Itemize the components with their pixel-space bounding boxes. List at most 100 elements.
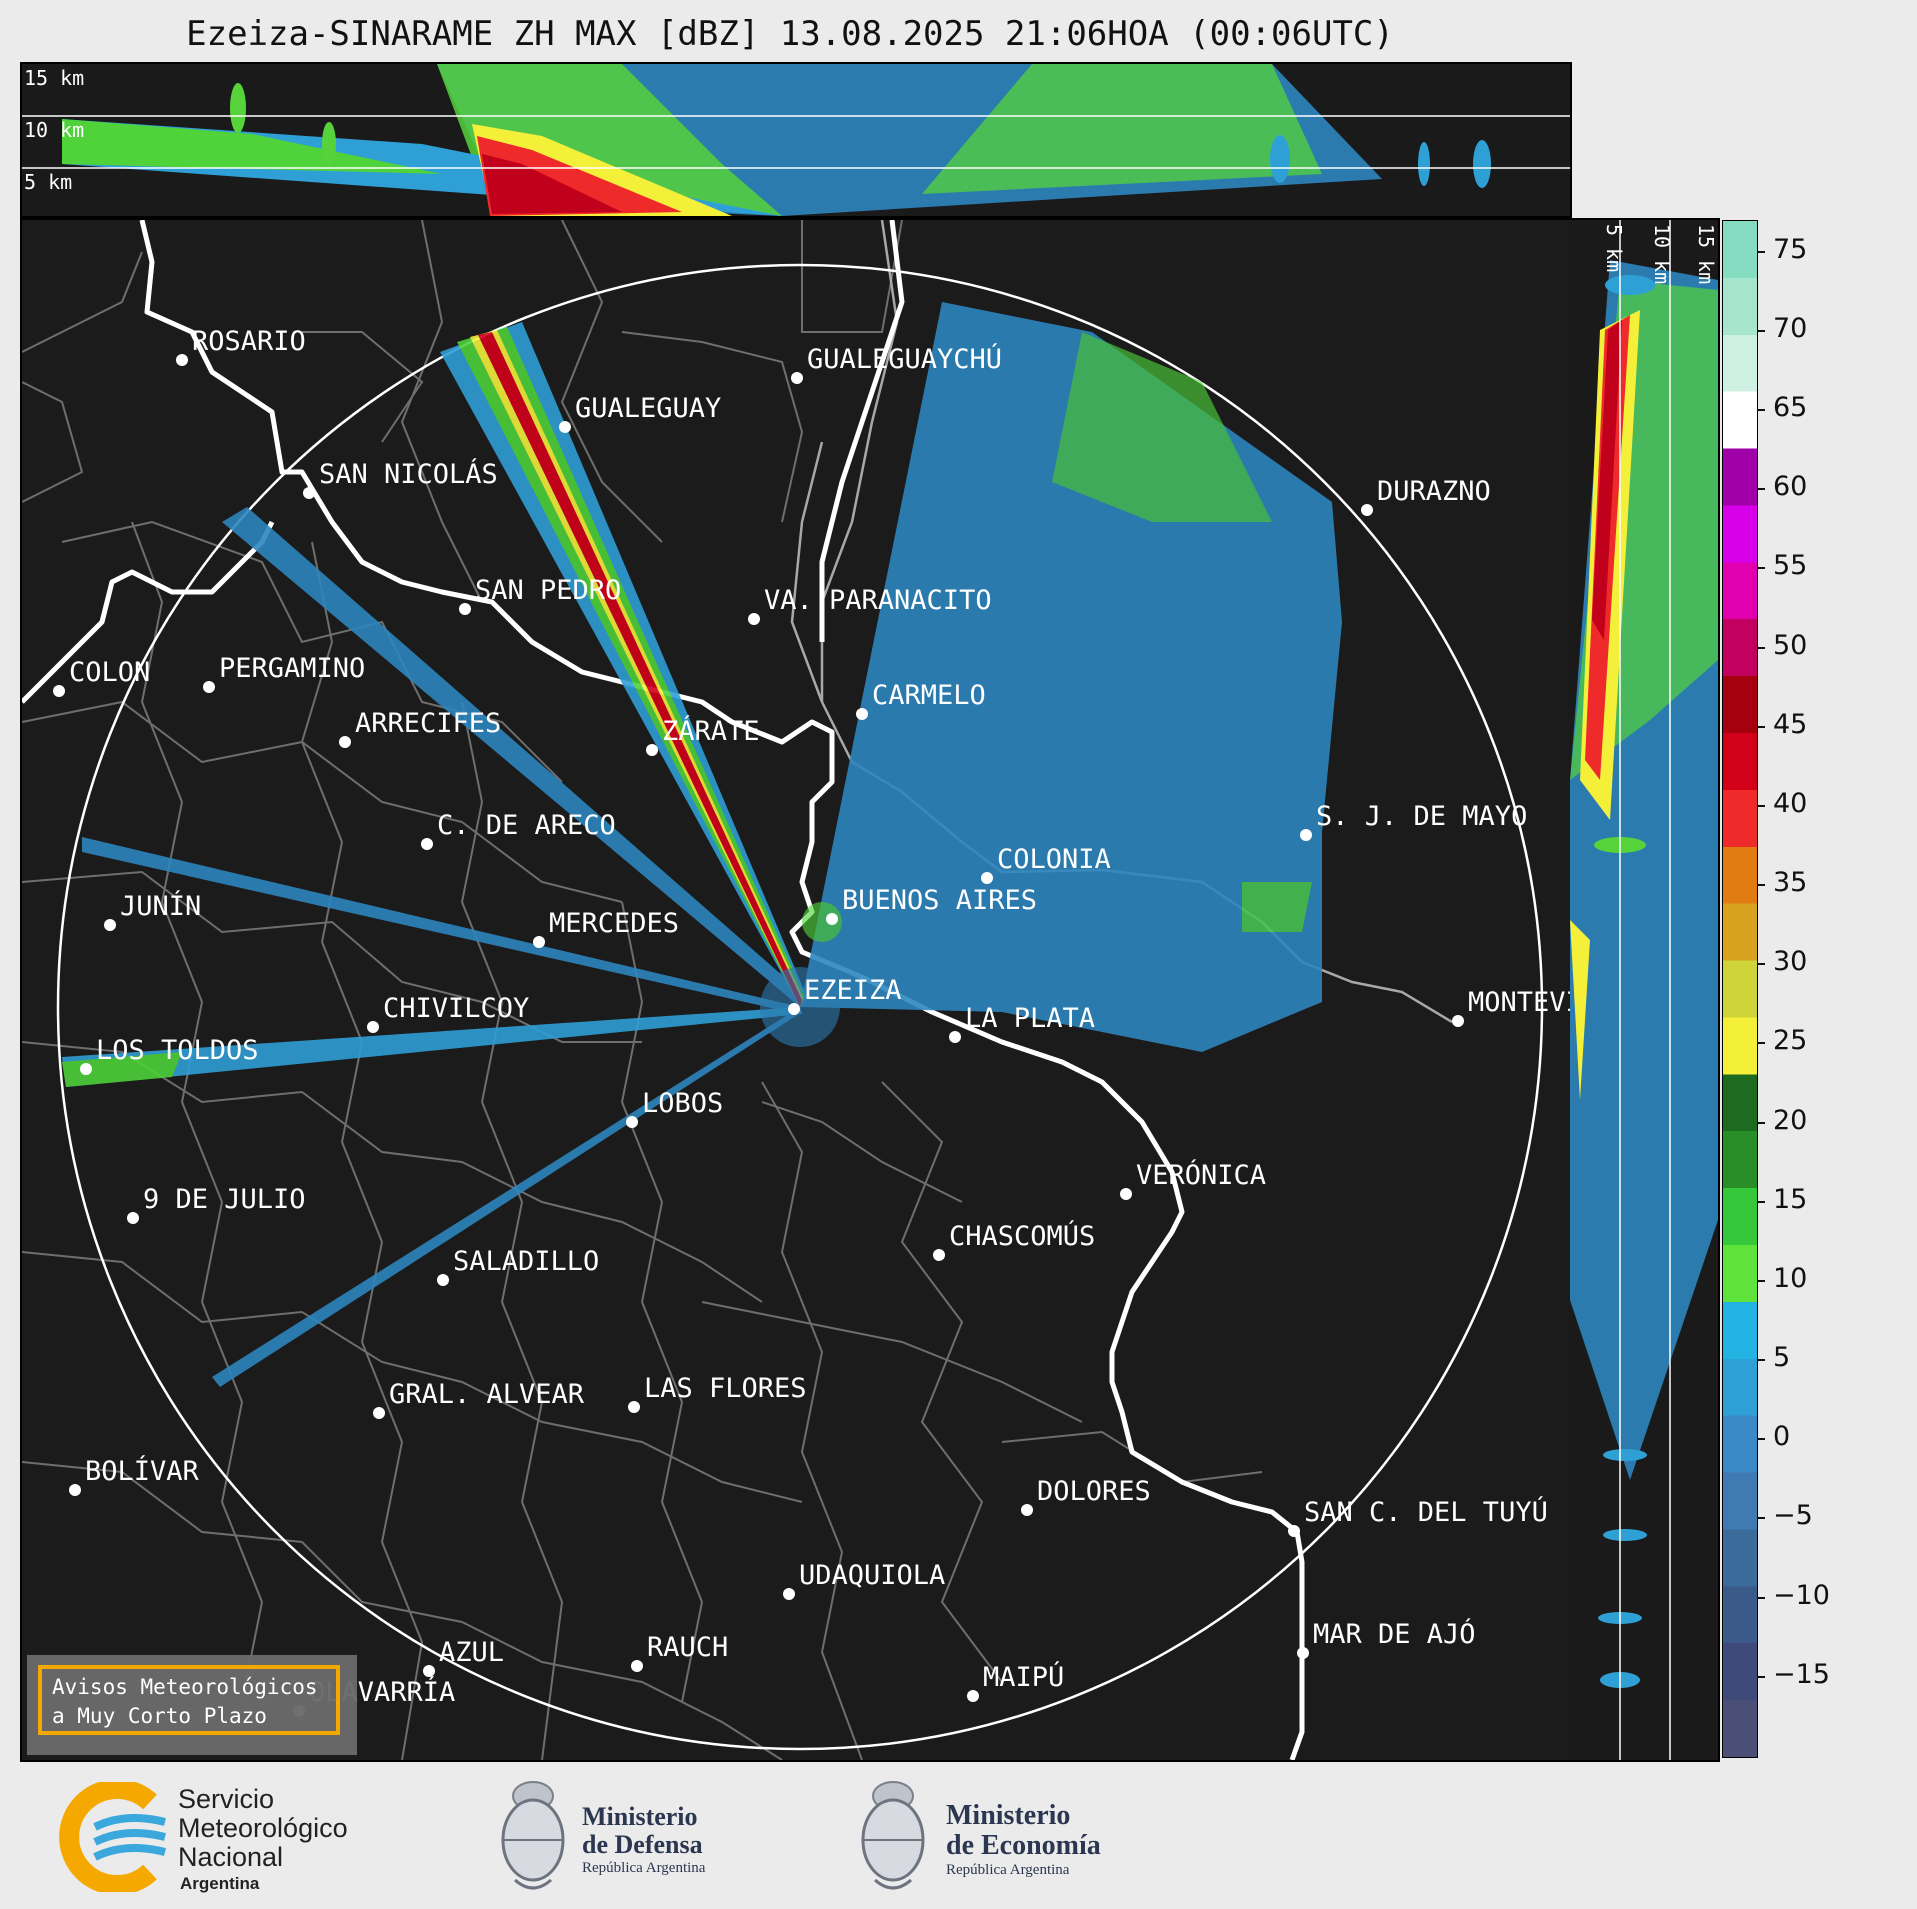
city-label: CHASCOMÚS: [949, 1220, 1095, 1252]
city-label: LA PLATA: [965, 1003, 1095, 1034]
city-label: LOBOS: [642, 1088, 723, 1119]
colorbar-tick-label: 30: [1773, 946, 1808, 978]
city-marker: [127, 1212, 139, 1224]
colorbar-tick-label: 20: [1773, 1104, 1808, 1136]
city-label: S. J. DE MAYO: [1316, 801, 1527, 832]
city-label: ZÁRATE: [662, 715, 760, 747]
city-label: LOS TOLDOS: [96, 1035, 259, 1066]
city-marker: [628, 1401, 640, 1413]
city-label: ARRECIFES: [355, 708, 501, 739]
city-label: CARMELO: [872, 680, 986, 711]
city-marker: [626, 1116, 638, 1128]
city-label: GUALEGUAYCHÚ: [807, 343, 1002, 375]
city-marker: [783, 1588, 795, 1600]
smn-logo: [55, 1779, 175, 1895]
colorbar-tick-label: −15: [1773, 1658, 1830, 1690]
defensa-line2: de Defensa: [582, 1830, 703, 1859]
city-marker: [69, 1484, 81, 1496]
city-marker: [1297, 1647, 1309, 1659]
smn-line3: Nacional: [178, 1842, 284, 1872]
page-title: Ezeiza-SINARAME ZH MAX [dBZ] 13.08.2025 …: [186, 14, 1394, 54]
economia-shield-icon: [855, 1772, 931, 1896]
city-marker: [339, 736, 351, 748]
colorbar-tick-label: 75: [1773, 233, 1808, 265]
top-profile-label-15km: 15 km: [24, 66, 85, 90]
city-marker: [981, 872, 993, 884]
city-label: EZEIZA: [804, 975, 902, 1006]
side-vertical-profile: 5 km 10 km 15 km: [1570, 218, 1720, 1762]
city-marker: [1120, 1188, 1132, 1200]
city-marker: [367, 1021, 379, 1033]
city-marker: [373, 1407, 385, 1419]
city-label: DURAZNO: [1377, 476, 1491, 507]
city-label: COLON: [69, 657, 150, 688]
city-label: VERÓNICA: [1136, 1159, 1266, 1191]
city-marker: [826, 913, 838, 925]
city-label: SAN C. DEL TUYÚ: [1304, 1496, 1548, 1528]
colorbar-tick-label: 15: [1773, 1183, 1808, 1215]
city-marker: [933, 1249, 945, 1261]
smn-line1: Servicio: [178, 1784, 275, 1814]
city-label: CHIVILCOY: [383, 993, 529, 1024]
defensa-line1: Ministerio: [582, 1802, 698, 1831]
colorbar-tick-label: 10: [1773, 1262, 1808, 1294]
city-marker: [459, 603, 471, 615]
city-label: JUNÍN: [120, 890, 201, 922]
city-marker: [646, 744, 658, 756]
city-label: UDAQUIOLA: [799, 1560, 945, 1591]
city-label: MERCEDES: [549, 908, 679, 939]
colorbar-tick-label: 65: [1773, 392, 1808, 424]
city-label: SAN PEDRO: [475, 575, 621, 606]
colorbar-tick-label: 55: [1773, 550, 1808, 582]
notice-box: Avisos Meteorológicos a Muy Corto Plazo: [38, 1665, 340, 1735]
colorbar-tick-label: 25: [1773, 1025, 1808, 1057]
colorbar-tick-label: 35: [1773, 867, 1808, 899]
city-label: DOLORES: [1037, 1476, 1151, 1507]
city-label: MAR DE AJÓ: [1313, 1618, 1476, 1650]
colorbar-tick-label: 40: [1773, 787, 1808, 819]
city-marker: [53, 685, 65, 697]
city-label: PERGAMINO: [219, 653, 365, 684]
top-vertical-profile: 15 km 10 km 5 km: [20, 62, 1572, 218]
side-profile-label-5km: 5 km: [1602, 224, 1626, 273]
colorbar-tick-label: 0: [1773, 1421, 1791, 1453]
smn-line2: Meteorológico: [178, 1813, 348, 1843]
city-marker: [748, 613, 760, 625]
city-marker: [631, 1660, 643, 1672]
city-marker: [203, 681, 215, 693]
city-label: BUENOS AIRES: [842, 885, 1037, 916]
city-label: AZUL: [439, 1637, 504, 1668]
city-label: MONTEVIDEO: [1468, 987, 1570, 1018]
top-profile-label-5km: 5 km: [24, 170, 73, 194]
economia-line3: República Argentina: [946, 1862, 1070, 1878]
notice-line2: a Muy Corto Plazo: [52, 1704, 267, 1728]
colorbar-tick-label: 70: [1773, 312, 1808, 344]
city-marker: [421, 838, 433, 850]
city-marker: [104, 919, 116, 931]
city-label: BOLÍVAR: [85, 1455, 200, 1487]
colorbar-tick-label: 50: [1773, 629, 1808, 661]
economia-line1: Ministerio: [946, 1800, 1071, 1831]
colorbar-tick-label: −10: [1773, 1579, 1830, 1611]
colorbar-tick-label: 60: [1773, 471, 1808, 503]
city-marker: [533, 936, 545, 948]
city-marker: [949, 1031, 961, 1043]
side-profile-label-10km: 10 km: [1650, 224, 1674, 285]
notice-backdrop: [27, 1655, 357, 1755]
reflectivity-colorbar: [1722, 220, 1758, 1758]
city-label: GUALEGUAY: [575, 393, 721, 424]
city-markers: ROSARIO GUALEGUAYCHÚ GUALEGUAY SAN NICOLÁS D…: [53, 326, 1570, 1717]
city-marker: [1452, 1015, 1464, 1027]
colorbar-tick-label: 45: [1773, 708, 1808, 740]
city-label: RAUCH: [647, 1632, 728, 1663]
city-marker: [791, 372, 803, 384]
defensa-line3: República Argentina: [582, 1860, 706, 1876]
notice-line1: Avisos Meteorológicos: [52, 1675, 318, 1699]
city-marker: [303, 487, 315, 499]
defensa-shield-icon: [495, 1772, 571, 1896]
city-label: SAN NICOLÁS: [319, 458, 498, 490]
city-label: GRAL. ALVEAR: [389, 1379, 585, 1410]
top-profile-label-10km: 10 km: [24, 118, 85, 142]
city-label: VA. PARANACITO: [764, 585, 992, 616]
side-profile-label-15km: 15 km: [1694, 224, 1718, 285]
